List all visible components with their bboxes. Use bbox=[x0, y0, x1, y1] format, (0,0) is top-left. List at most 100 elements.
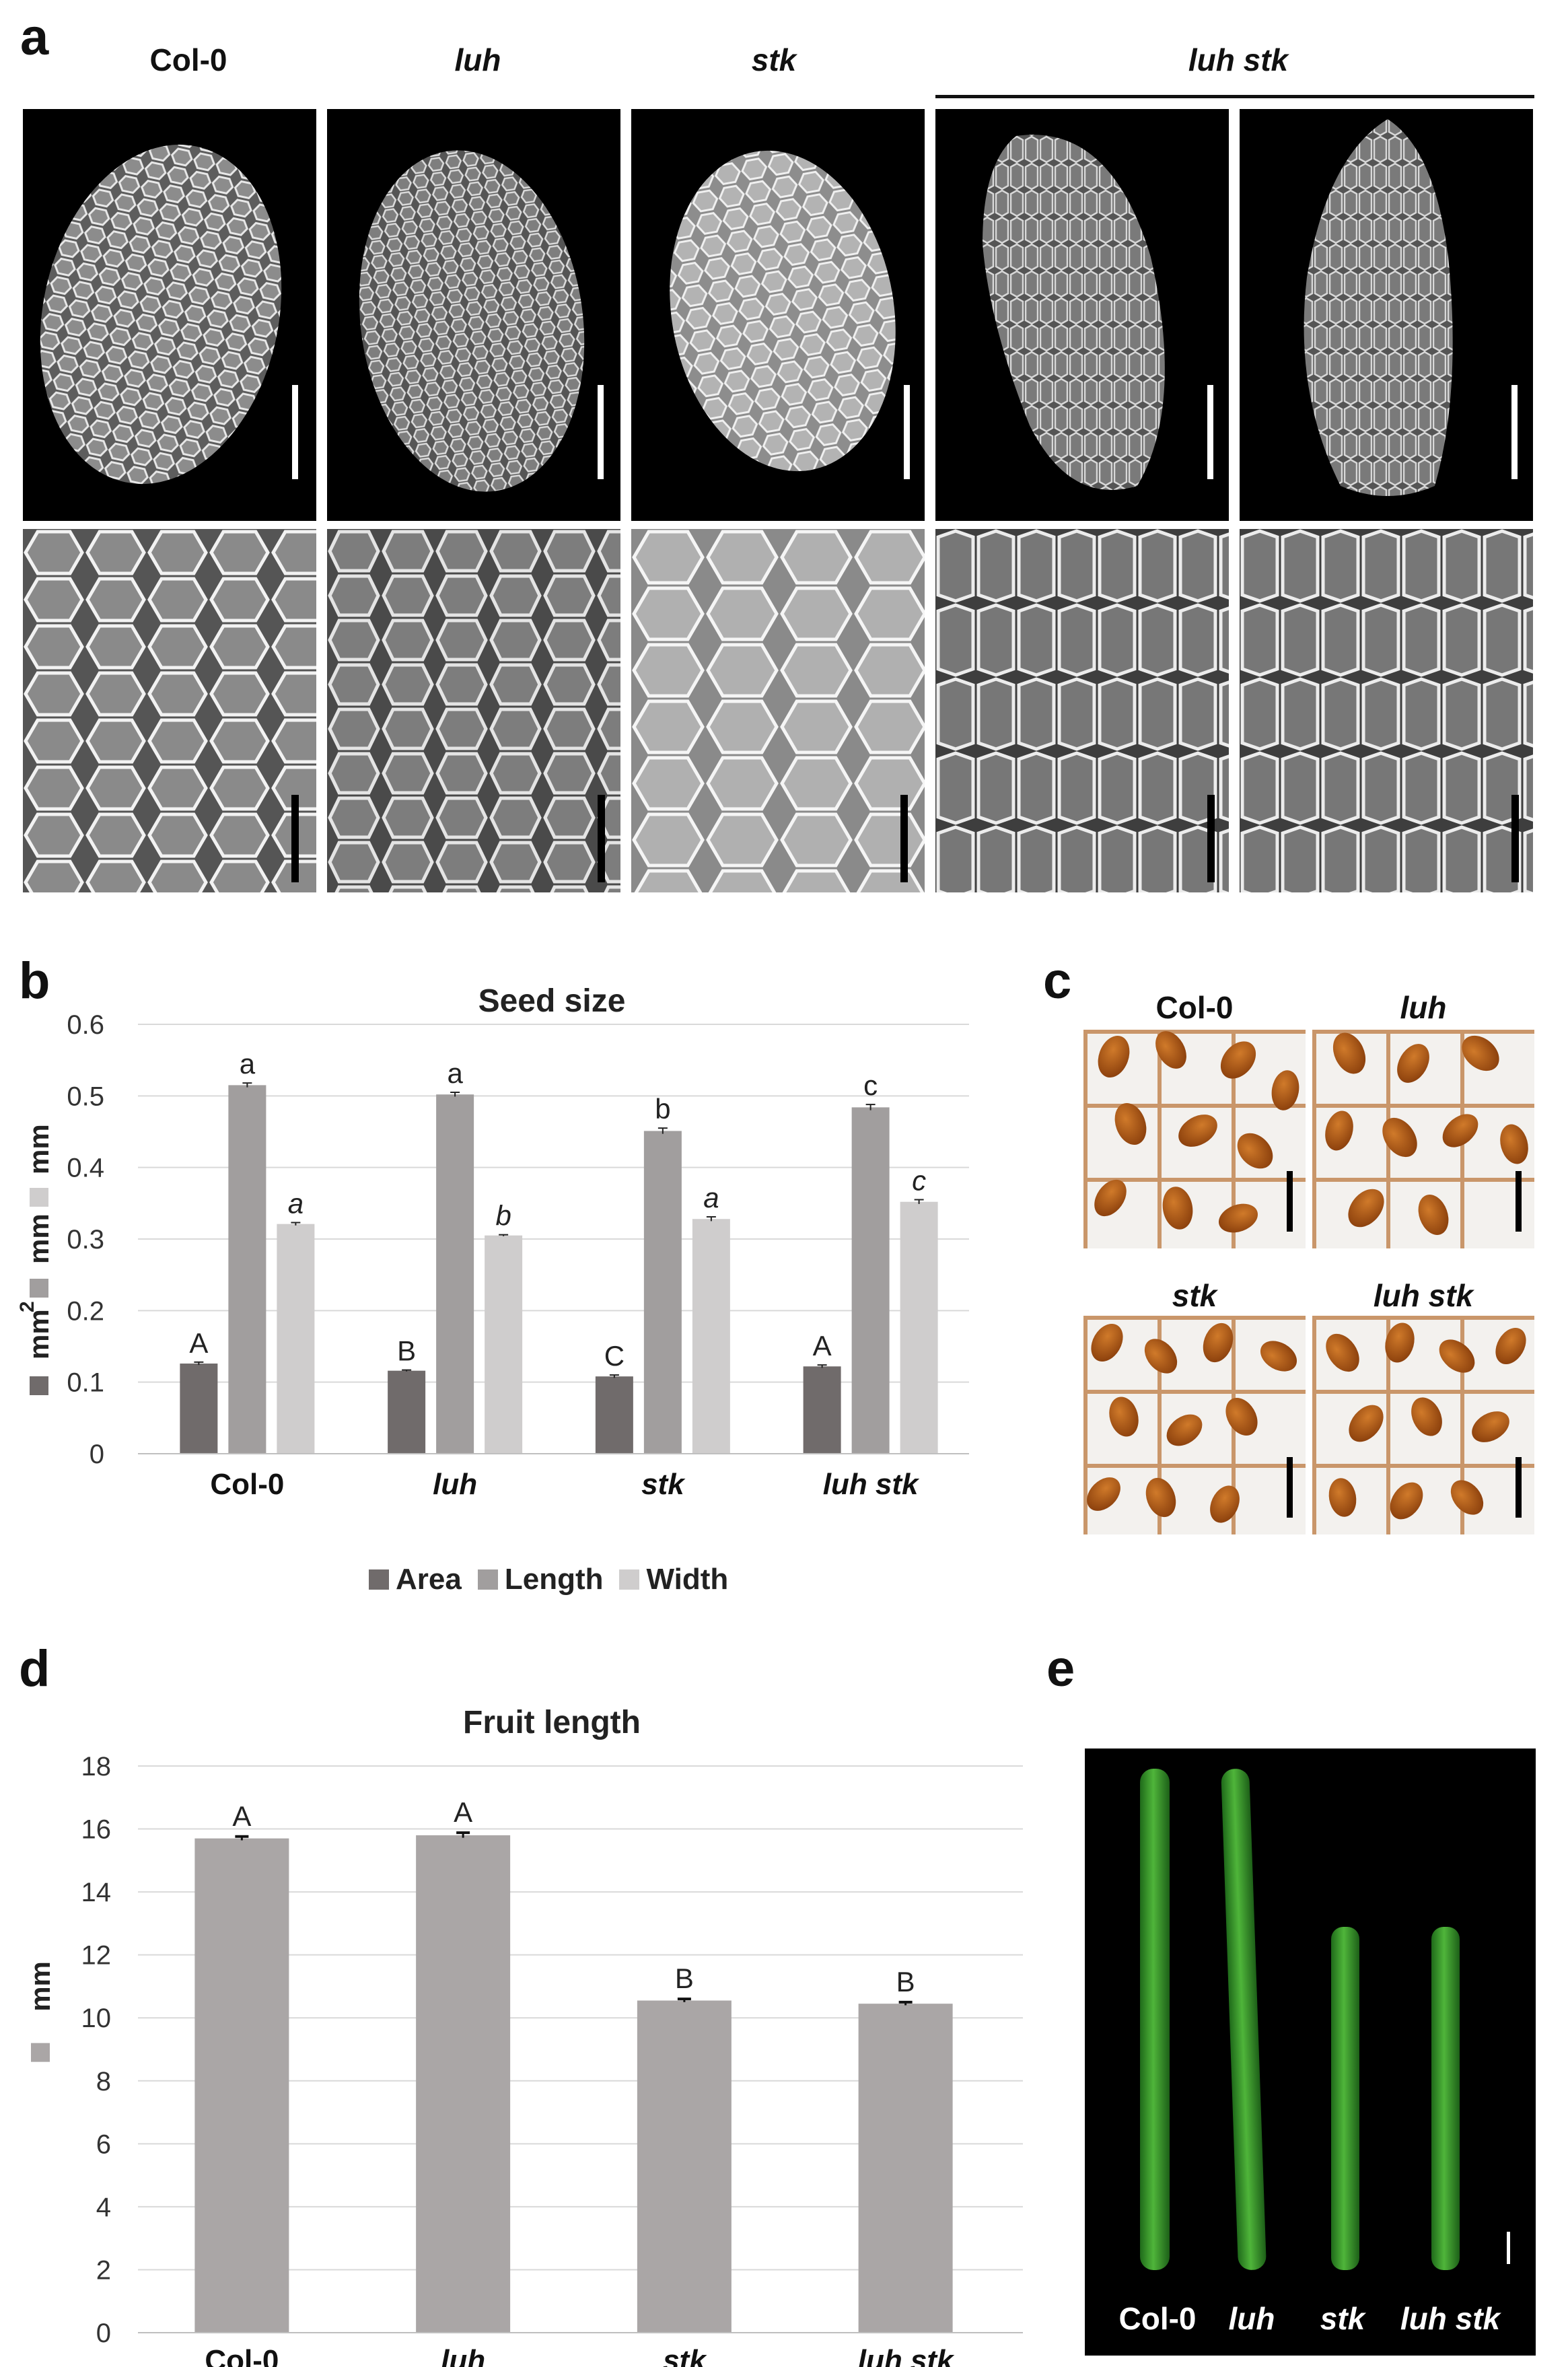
panel-letter-c: c bbox=[1043, 952, 1072, 1010]
bar-length-stk bbox=[643, 1131, 682, 1454]
significance-letter: A bbox=[189, 1327, 208, 1359]
bar-length-luh-stk bbox=[851, 1107, 890, 1454]
y-tick-label: 8 bbox=[96, 2067, 111, 2096]
legend-label-width: Width bbox=[646, 1563, 729, 1596]
y-axis-swatch bbox=[31, 2043, 50, 2062]
y-tick-label: 0.6 bbox=[67, 1010, 104, 1040]
y-tick-label: 0.3 bbox=[67, 1225, 104, 1255]
significance-letter: A bbox=[232, 1800, 251, 1832]
y-tick-label: 0.4 bbox=[67, 1154, 104, 1183]
significance-letter: B bbox=[675, 1963, 694, 1994]
x-tick-label-luh-stk: luh stk bbox=[823, 1468, 920, 1501]
sem-closeup-luh-stk-1 bbox=[935, 529, 1229, 892]
bar-luh-stk bbox=[858, 2004, 953, 2333]
significance-letter: B bbox=[896, 1966, 915, 1998]
legend-label-length: Length bbox=[504, 1563, 604, 1596]
y-tick-label: 0 bbox=[96, 2319, 111, 2348]
bar-width-col-0 bbox=[277, 1224, 315, 1454]
significance-letter: B bbox=[397, 1335, 416, 1367]
seed-photo-label-stk: stk bbox=[1172, 1278, 1217, 1313]
y-tick-label: 18 bbox=[81, 1752, 112, 1781]
x-tick-label-stk: stk bbox=[663, 2344, 707, 2367]
col-label-col0: Col-0 bbox=[149, 42, 227, 77]
fruit-luh-stk bbox=[1431, 1927, 1460, 2270]
sem-seed-luh-stk-2 bbox=[1240, 109, 1533, 521]
panel-letter-b: b bbox=[19, 952, 50, 1010]
y-tick-label: 0 bbox=[90, 1440, 104, 1469]
sem-seed-stk bbox=[631, 109, 925, 521]
x-tick-label-luh: luh bbox=[441, 2344, 485, 2367]
ylabel-swatch-area bbox=[30, 1376, 48, 1395]
fruit-stk bbox=[1331, 1927, 1359, 2270]
significance-letter: a bbox=[288, 1188, 304, 1220]
sem-seed-col0 bbox=[23, 109, 316, 521]
x-tick-label-col-0: Col-0 bbox=[210, 1468, 284, 1501]
sem-closeup-luh-stk-2 bbox=[1240, 529, 1533, 892]
significance-letter: C bbox=[604, 1340, 625, 1372]
fruit-label-col0: Col-0 bbox=[1118, 2301, 1197, 2336]
legend-swatch-length bbox=[477, 1569, 498, 1590]
fruit-label-stk: stk bbox=[1320, 2301, 1365, 2336]
seed-photo-label-luh: luh bbox=[1400, 990, 1447, 1025]
significance-letter: b bbox=[655, 1093, 670, 1125]
y-tick-label: 10 bbox=[81, 2004, 112, 2033]
significance-letter: a bbox=[240, 1048, 256, 1080]
sem-closeup-luh bbox=[327, 529, 620, 892]
sem-seed-luh bbox=[327, 109, 620, 521]
bar-col-0 bbox=[194, 1838, 289, 2333]
sem-closeup-col0 bbox=[23, 529, 316, 892]
y-tick-label: 4 bbox=[96, 2193, 111, 2222]
y-tick-label: 2 bbox=[96, 2255, 111, 2285]
fruit-luh bbox=[1221, 1769, 1267, 2270]
panel-letter-e: e bbox=[1046, 1640, 1075, 1697]
legend-label-area: Area bbox=[396, 1563, 462, 1596]
y-tick-label: 12 bbox=[81, 1941, 112, 1971]
y-tick-label: 6 bbox=[96, 2129, 111, 2159]
seed-photo-luh-stk bbox=[1312, 1316, 1534, 1534]
y-tick-label: 0.2 bbox=[67, 1296, 104, 1326]
bar-width-luh-stk bbox=[900, 1201, 938, 1454]
legend-swatch-area bbox=[369, 1569, 389, 1590]
significance-letter: a bbox=[447, 1057, 463, 1089]
fruit-length-chart-title: Fruit length bbox=[463, 1705, 641, 1740]
luh-stk-group-line bbox=[935, 95, 1534, 98]
legend-swatch-width bbox=[619, 1569, 640, 1590]
significance-letter: A bbox=[813, 1330, 832, 1362]
x-tick-label-stk: stk bbox=[641, 1468, 686, 1501]
significance-letter: b bbox=[495, 1200, 511, 1232]
bar-length-col-0 bbox=[228, 1085, 266, 1454]
seed-photo-label-col0: Col-0 bbox=[1155, 990, 1234, 1025]
fruit-label-luh: luh bbox=[1228, 2301, 1275, 2336]
y-tick-label: 16 bbox=[81, 1815, 112, 1845]
seed-photo-luh bbox=[1312, 1030, 1534, 1248]
significance-letter: c bbox=[863, 1069, 878, 1101]
ylabel-width-unit: mm bbox=[23, 1124, 55, 1174]
fruit-col0 bbox=[1140, 1769, 1170, 2270]
x-tick-label-luh-stk: luh stk bbox=[858, 2344, 955, 2367]
y-tick-label: 0.5 bbox=[67, 1082, 104, 1111]
col-label-luh: luh bbox=[454, 42, 501, 77]
fruit-photo bbox=[1085, 1748, 1536, 2356]
ylabel-swatch-width bbox=[30, 1188, 48, 1207]
seed-photo-col0 bbox=[1083, 1030, 1306, 1248]
bar-area-luh-stk bbox=[803, 1366, 841, 1454]
bar-area-luh bbox=[388, 1370, 426, 1454]
seed-photo-label-luh-stk: luh stk bbox=[1373, 1278, 1474, 1313]
col-label-luh-stk: luh stk bbox=[1188, 42, 1289, 77]
seed-size-chart-title: Seed size bbox=[478, 983, 626, 1019]
bar-width-luh bbox=[485, 1235, 523, 1454]
panel-letter-d: d bbox=[19, 1640, 50, 1697]
bar-area-stk bbox=[595, 1376, 633, 1454]
y-axis-label: mm bbox=[24, 1961, 56, 2012]
sem-seed-luh-stk-1 bbox=[935, 109, 1229, 521]
bar-stk bbox=[637, 2000, 732, 2333]
ylabel-area-superscript: 2 bbox=[16, 1301, 38, 1312]
panel-letter-a: a bbox=[20, 9, 49, 66]
ylabel-length-unit: mm bbox=[23, 1213, 55, 1264]
ylabel-area-unit: mm bbox=[23, 1309, 55, 1359]
sem-closeup-stk bbox=[631, 529, 925, 892]
bar-length-luh bbox=[436, 1094, 474, 1454]
y-tick-label: 14 bbox=[81, 1878, 112, 1907]
